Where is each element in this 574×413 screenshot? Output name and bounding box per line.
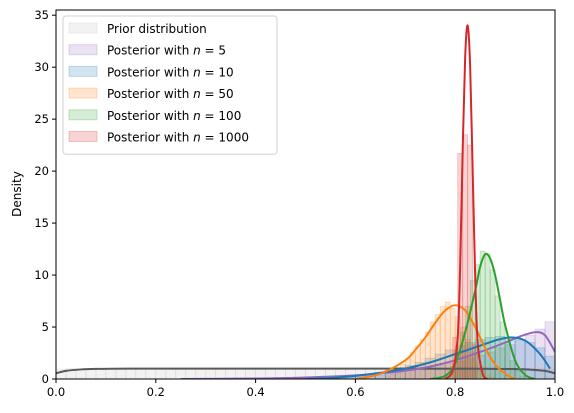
legend-label: Posterior with n = 1000 (107, 131, 249, 145)
hist-bar (544, 321, 555, 379)
hist-bar (56, 368, 67, 379)
legend-swatch (68, 131, 98, 142)
x-tick-label: 0.6 (346, 385, 364, 399)
legend-swatch (68, 109, 98, 121)
y-tick-label: 25 (34, 112, 49, 126)
y-tick-label: 30 (34, 60, 49, 74)
hist-bar (175, 367, 187, 379)
x-tick-label: 0.0 (47, 385, 65, 399)
hist-posterior-with-n-50 (384, 301, 496, 379)
hist-bar (462, 134, 469, 379)
legend-item: Posterior with n = 5 (68, 44, 226, 58)
hist-bar (389, 372, 396, 379)
hist-bar (105, 368, 117, 379)
hist-bar (414, 345, 421, 379)
y-tick-label: 20 (34, 164, 49, 178)
plot-frame (55, 9, 556, 380)
hist-bar (434, 353, 446, 379)
x-tick-label: 0.4 (246, 385, 264, 399)
kde-posterior-with-n-1000 (444, 24, 489, 379)
legend-swatch (68, 22, 98, 34)
hist-bar (215, 368, 227, 379)
hist-bar (434, 365, 446, 379)
hist-bar (514, 370, 521, 379)
hist-bar (384, 373, 396, 379)
y-tick-label: 35 (34, 8, 49, 22)
x-tick-label: 0.8 (446, 385, 464, 399)
legend-item: Posterior with n = 10 (68, 65, 234, 79)
hist-bar (464, 342, 476, 379)
hist-bar (544, 368, 555, 379)
legend-label: Prior distribution (107, 22, 207, 36)
hist-bar (479, 250, 486, 379)
hist-bar (155, 368, 167, 379)
hist-bar (195, 368, 207, 379)
histogram-bars (56, 134, 555, 379)
legend-swatch (68, 44, 98, 56)
hist-bar (414, 361, 426, 379)
kde-prior-distribution (56, 367, 555, 375)
hist-bar (125, 368, 137, 379)
y-tick-label: 10 (34, 268, 49, 282)
hist-bar (489, 269, 496, 379)
kde-posterior-with-n-50 (355, 304, 516, 379)
hist-bar (484, 253, 491, 379)
legend-label: Posterior with n = 5 (107, 44, 226, 58)
y-axis-label: Density (10, 171, 24, 217)
hist-bar (115, 368, 127, 379)
legend-label: Posterior with n = 50 (107, 87, 234, 101)
legend-item: Posterior with n = 100 (68, 109, 241, 123)
hist-bar (419, 339, 426, 379)
legend-label: Posterior with n = 100 (107, 109, 241, 123)
hist-bar (434, 314, 441, 379)
legend-item: Posterior with n = 1000 (68, 131, 249, 145)
x-axis: 0.0 0.2 0.4 0.6 0.8 1.0 (47, 379, 564, 399)
hist-bar (185, 368, 197, 379)
legend-swatch (68, 65, 98, 77)
kde-posterior-with-n-5 (180, 331, 555, 379)
x-tick-label: 1.0 (546, 385, 564, 399)
hist-bar (95, 368, 107, 379)
x-tick-label: 0.2 (147, 385, 165, 399)
y-axis: 0 5 10 15 20 25 30 35 (34, 8, 56, 386)
hist-bar (404, 365, 416, 379)
hist-bar (474, 361, 481, 379)
hist-bar (464, 305, 471, 379)
hist-bar (454, 360, 466, 379)
legend-swatch (68, 87, 98, 99)
hist-bar (205, 368, 217, 379)
hist-bar (467, 144, 474, 379)
hist-bar (424, 331, 431, 379)
y-tick-label: 15 (34, 216, 49, 230)
hist-bar (439, 305, 446, 379)
legend-label: Posterior with n = 10 (107, 65, 234, 79)
legend-item: Posterior with n = 50 (68, 87, 234, 101)
y-tick-label: 5 (42, 320, 49, 334)
hist-bar (429, 321, 436, 379)
kde-curves (56, 24, 555, 379)
legend-item: Prior distribution (68, 22, 207, 36)
hist-bar (499, 321, 506, 379)
hist-bar (534, 347, 546, 379)
hist-bar (524, 342, 536, 379)
hist-bar (414, 369, 426, 379)
legend-box (62, 15, 278, 155)
hist-bar (444, 301, 451, 379)
hist-bar (165, 368, 177, 379)
hist-bar (135, 368, 147, 379)
hist-bar (245, 367, 256, 379)
hist-bar (225, 368, 237, 379)
y-tick-label: 0 (42, 372, 49, 386)
legend: Prior distribution Posterior with n = 5 Po… (62, 15, 278, 155)
hist-bar (145, 367, 157, 379)
hist-bar (472, 344, 479, 379)
kde-posterior-with-n-100 (430, 252, 536, 379)
hist-bar (235, 368, 247, 379)
